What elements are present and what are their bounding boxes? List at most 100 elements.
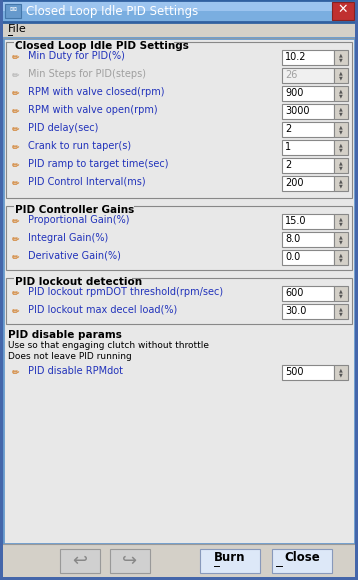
Bar: [334, 250, 348, 265]
Text: Proportional Gain(%): Proportional Gain(%): [28, 215, 130, 225]
Bar: [282, 176, 334, 191]
Text: ✏: ✏: [12, 161, 20, 170]
Text: ▼: ▼: [339, 75, 343, 81]
Text: 900: 900: [285, 88, 303, 98]
Text: ▲: ▲: [339, 52, 343, 57]
Text: PID delay(sec): PID delay(sec): [28, 123, 98, 133]
Text: ✏: ✏: [12, 253, 20, 262]
Text: 15.0: 15.0: [285, 216, 306, 226]
Bar: [272, 549, 332, 573]
Bar: [282, 365, 334, 380]
Bar: [200, 549, 260, 573]
Bar: [282, 214, 334, 229]
Bar: [334, 104, 348, 119]
Bar: [60, 549, 100, 573]
Text: ▼: ▼: [339, 183, 343, 188]
Text: ▲: ▲: [339, 216, 343, 222]
Text: ✏: ✏: [12, 125, 20, 134]
Bar: [334, 304, 348, 319]
Bar: [282, 140, 334, 155]
Text: 26: 26: [285, 70, 297, 80]
Bar: [5, 4, 21, 18]
Text: PID lockout rpmDOT threshold(rpm/sec): PID lockout rpmDOT threshold(rpm/sec): [28, 287, 223, 297]
Bar: [0, 577, 358, 580]
Text: ▼: ▼: [339, 147, 343, 153]
Text: Use so that engaging clutch without throttle: Use so that engaging clutch without thro…: [8, 341, 209, 350]
Bar: [3, 38, 355, 544]
Text: 30.0: 30.0: [285, 306, 306, 316]
Bar: [334, 365, 348, 380]
Text: ▲: ▲: [339, 368, 343, 372]
Text: PID disable params: PID disable params: [8, 330, 122, 340]
Text: PID lockout max decel load(%): PID lockout max decel load(%): [28, 305, 177, 315]
Text: 3000: 3000: [285, 106, 310, 116]
Bar: [6, 278, 352, 324]
Text: ▲: ▲: [339, 288, 343, 293]
Bar: [0, 0, 358, 22]
Bar: [282, 104, 334, 119]
Text: PID Controller Gains: PID Controller Gains: [15, 205, 134, 215]
Text: ✏: ✏: [12, 307, 20, 316]
Text: Crank to run taper(s): Crank to run taper(s): [28, 141, 131, 151]
Bar: [355, 0, 358, 580]
Text: ▲: ▲: [339, 179, 343, 183]
Bar: [6, 42, 352, 198]
Bar: [282, 286, 334, 301]
Text: ▼: ▼: [339, 311, 343, 317]
Text: 500: 500: [285, 367, 304, 377]
Text: Derivative Gain(%): Derivative Gain(%): [28, 251, 121, 261]
Text: 600: 600: [285, 288, 303, 298]
Text: 8.0: 8.0: [285, 234, 300, 244]
Bar: [14, 41, 174, 50]
Text: ▲: ▲: [339, 107, 343, 111]
Bar: [334, 86, 348, 101]
Bar: [334, 176, 348, 191]
Bar: [282, 86, 334, 101]
Text: ✏: ✏: [12, 179, 20, 188]
Text: ▼: ▼: [339, 372, 343, 378]
Text: ▲: ▲: [339, 88, 343, 93]
Text: 200: 200: [285, 178, 304, 188]
Text: ✉: ✉: [10, 5, 16, 14]
Text: ✏: ✏: [12, 289, 20, 298]
Text: ▼: ▼: [339, 93, 343, 99]
Text: ✏: ✏: [12, 107, 20, 116]
Bar: [334, 122, 348, 137]
Bar: [282, 250, 334, 265]
Text: ▼: ▼: [339, 222, 343, 227]
Text: ✏: ✏: [12, 217, 20, 226]
Text: ▼: ▼: [339, 129, 343, 135]
Text: 0.0: 0.0: [285, 252, 300, 262]
Text: ▲: ▲: [339, 252, 343, 258]
Bar: [0, 0, 358, 22]
Bar: [334, 140, 348, 155]
Text: Min Duty for PID(%): Min Duty for PID(%): [28, 51, 125, 61]
Bar: [14, 205, 134, 214]
Text: ▼: ▼: [339, 258, 343, 263]
Bar: [282, 232, 334, 247]
Text: ▲: ▲: [339, 234, 343, 240]
Bar: [0, 544, 358, 580]
Bar: [282, 122, 334, 137]
Text: Min Steps for PID(steps): Min Steps for PID(steps): [28, 69, 146, 79]
Text: RPM with valve open(rpm): RPM with valve open(rpm): [28, 105, 158, 115]
Text: ▼: ▼: [339, 165, 343, 171]
Bar: [332, 2, 354, 20]
Bar: [334, 50, 348, 65]
Bar: [6, 206, 352, 270]
Bar: [334, 158, 348, 173]
Bar: [0, 22, 358, 38]
Text: File: File: [8, 24, 27, 34]
Text: Burn: Burn: [214, 551, 246, 564]
Text: ✏: ✏: [12, 368, 20, 377]
Bar: [334, 232, 348, 247]
Text: ▼: ▼: [339, 240, 343, 245]
Text: ✏: ✏: [12, 143, 20, 152]
Text: Integral Gain(%): Integral Gain(%): [28, 233, 108, 243]
Bar: [282, 50, 334, 65]
Bar: [334, 286, 348, 301]
Text: PID ramp to target time(sec): PID ramp to target time(sec): [28, 159, 169, 169]
Bar: [14, 277, 132, 286]
Text: ✏: ✏: [12, 235, 20, 244]
Text: ✕: ✕: [338, 3, 348, 16]
